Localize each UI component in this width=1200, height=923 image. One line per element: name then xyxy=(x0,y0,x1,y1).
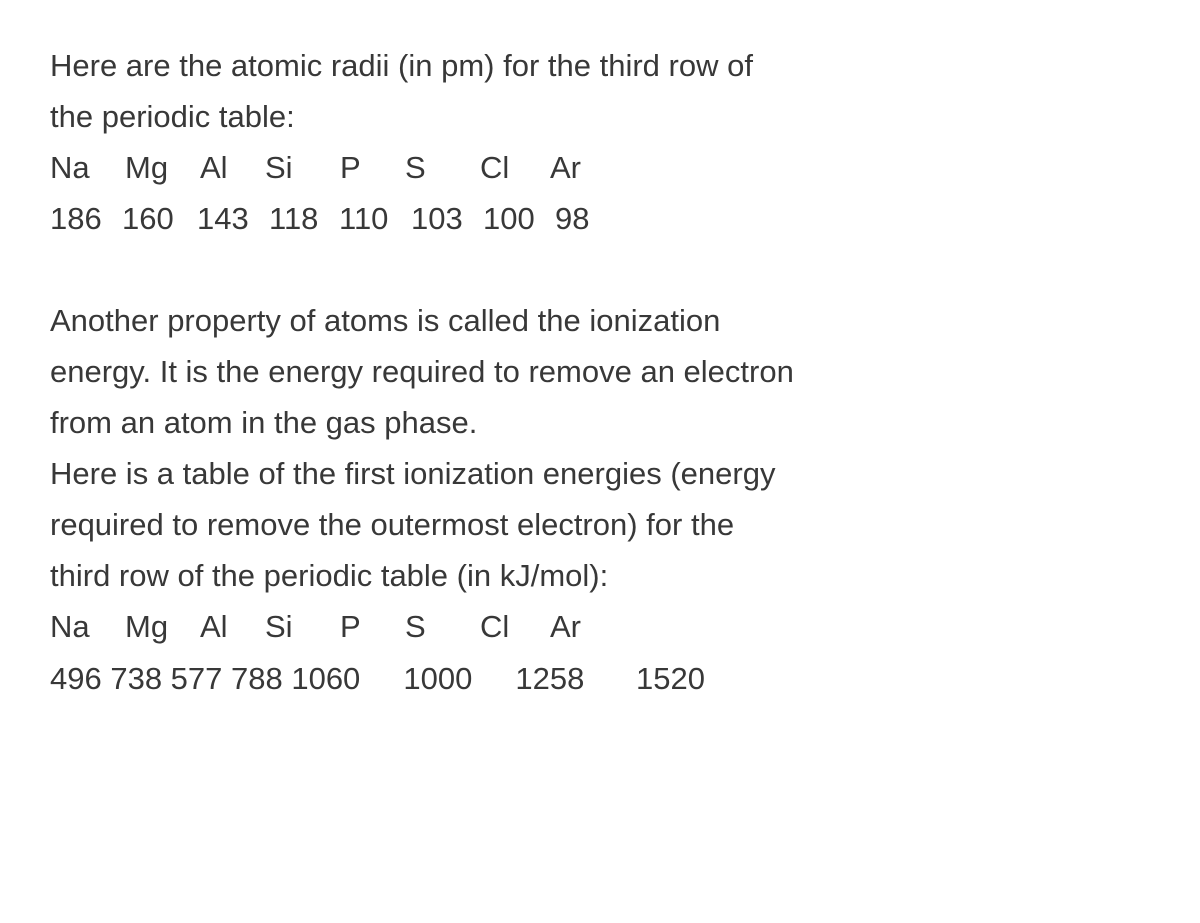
element-symbol: Cl xyxy=(480,142,550,193)
element-symbol: S xyxy=(405,601,480,652)
ionization-text-line: required to remove the outermost electro… xyxy=(50,499,1150,550)
ionization-values-row: 496 738 577 788 1060 1000 1258 1520 xyxy=(50,653,1150,704)
element-symbol: Al xyxy=(200,601,265,652)
ionization-energy-section: Another property of atoms is called the … xyxy=(50,295,1150,704)
element-symbol: Mg xyxy=(125,142,200,193)
radii-values-row: 186 160 143 118 110 103 100 98 xyxy=(50,193,1150,244)
radius-value: 103 xyxy=(411,193,483,244)
intro-text-line-1: Here are the atomic radii (in pm) for th… xyxy=(50,40,1150,91)
ionization-text-line: energy. It is the energy required to rem… xyxy=(50,346,1150,397)
radius-value: 143 xyxy=(197,193,269,244)
radius-value: 98 xyxy=(555,193,635,244)
radii-elements-row: Na Mg Al Si P S Cl Ar xyxy=(50,142,1150,193)
radius-value: 186 xyxy=(50,193,122,244)
atomic-radii-section: Here are the atomic radii (in pm) for th… xyxy=(50,40,1150,245)
ionization-elements-row: Na Mg Al Si P S Cl Ar xyxy=(50,601,1150,652)
ionization-text-line: Here is a table of the first ionization … xyxy=(50,448,1150,499)
element-symbol: S xyxy=(405,142,480,193)
element-symbol: Ar xyxy=(550,142,630,193)
radius-value: 160 xyxy=(122,193,197,244)
element-symbol: Na xyxy=(50,142,125,193)
document-content: Here are the atomic radii (in pm) for th… xyxy=(50,40,1150,704)
element-symbol: Cl xyxy=(480,601,550,652)
element-symbol: Mg xyxy=(125,601,200,652)
element-symbol: Al xyxy=(200,142,265,193)
element-symbol: Si xyxy=(265,601,340,652)
intro-text-line-2: the periodic table: xyxy=(50,91,1150,142)
ionization-text-line: Another property of atoms is called the … xyxy=(50,295,1150,346)
ionization-text-line: from an atom in the gas phase. xyxy=(50,397,1150,448)
element-symbol: Ar xyxy=(550,601,630,652)
radius-value: 100 xyxy=(483,193,555,244)
radius-value: 118 xyxy=(269,193,339,244)
ionization-text-line: third row of the periodic table (in kJ/m… xyxy=(50,550,1150,601)
element-symbol: P xyxy=(340,601,405,652)
element-symbol: P xyxy=(340,142,405,193)
radius-value: 110 xyxy=(339,193,411,244)
element-symbol: Si xyxy=(265,142,340,193)
element-symbol: Na xyxy=(50,601,125,652)
